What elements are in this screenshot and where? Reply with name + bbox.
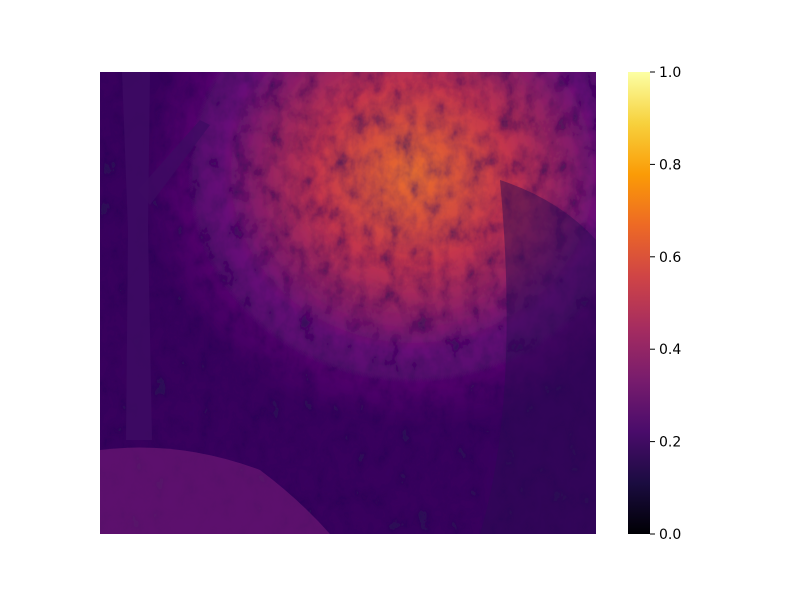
colorbar-tick-label: 0.8 <box>659 157 681 173</box>
colorbar-tick-label: 0.2 <box>659 435 681 451</box>
fern-shape <box>100 447 330 534</box>
colorbar-ticks: 0.0 0.2 0.4 0.6 0.8 1.0 <box>650 65 681 543</box>
heatmap-image <box>100 72 596 534</box>
colorbar-tick-label: 0.0 <box>659 527 681 543</box>
colorbar: 0.0 0.2 0.4 0.6 0.8 1.0 <box>628 65 681 543</box>
colorbar-tick-label: 1.0 <box>659 65 681 81</box>
tree-trunk-shape <box>122 72 152 440</box>
colorbar-tick-label: 0.6 <box>659 250 681 266</box>
colorbar-fill <box>628 72 650 534</box>
colorbar-tick-label: 0.4 <box>659 342 681 358</box>
